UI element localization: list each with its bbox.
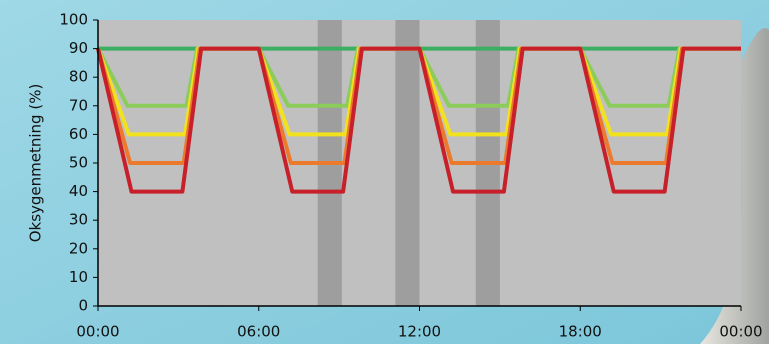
x-tick-label: 00:00 [76,323,119,341]
y-tick-label: 60 [69,125,88,143]
shaded-range [395,20,419,306]
x-tick-label: 18:00 [559,323,602,341]
y-tick-label: 0 [78,297,88,315]
y-tick-label: 10 [69,268,88,286]
y-tick-label: 20 [69,239,88,257]
y-tick-label: 70 [69,96,88,114]
y-tick-label: 80 [69,68,88,86]
y-tick-label: 90 [69,39,88,57]
x-tick-label: 12:00 [398,323,441,341]
y-tick-label: 30 [69,211,88,229]
y-tick-label: 40 [69,182,88,200]
chart: 0 10 20 30 40 50 60 70 80 90 100 00:00 06:00 12:00 18:… [0,0,769,344]
y-axis-label: Oksygenmetning (%) [27,84,45,243]
y-tick-label: 50 [69,154,88,172]
y-tick-label: 100 [59,11,88,29]
x-tick-label: 06:00 [237,323,280,341]
x-tick-label: 00:00 [719,323,762,341]
